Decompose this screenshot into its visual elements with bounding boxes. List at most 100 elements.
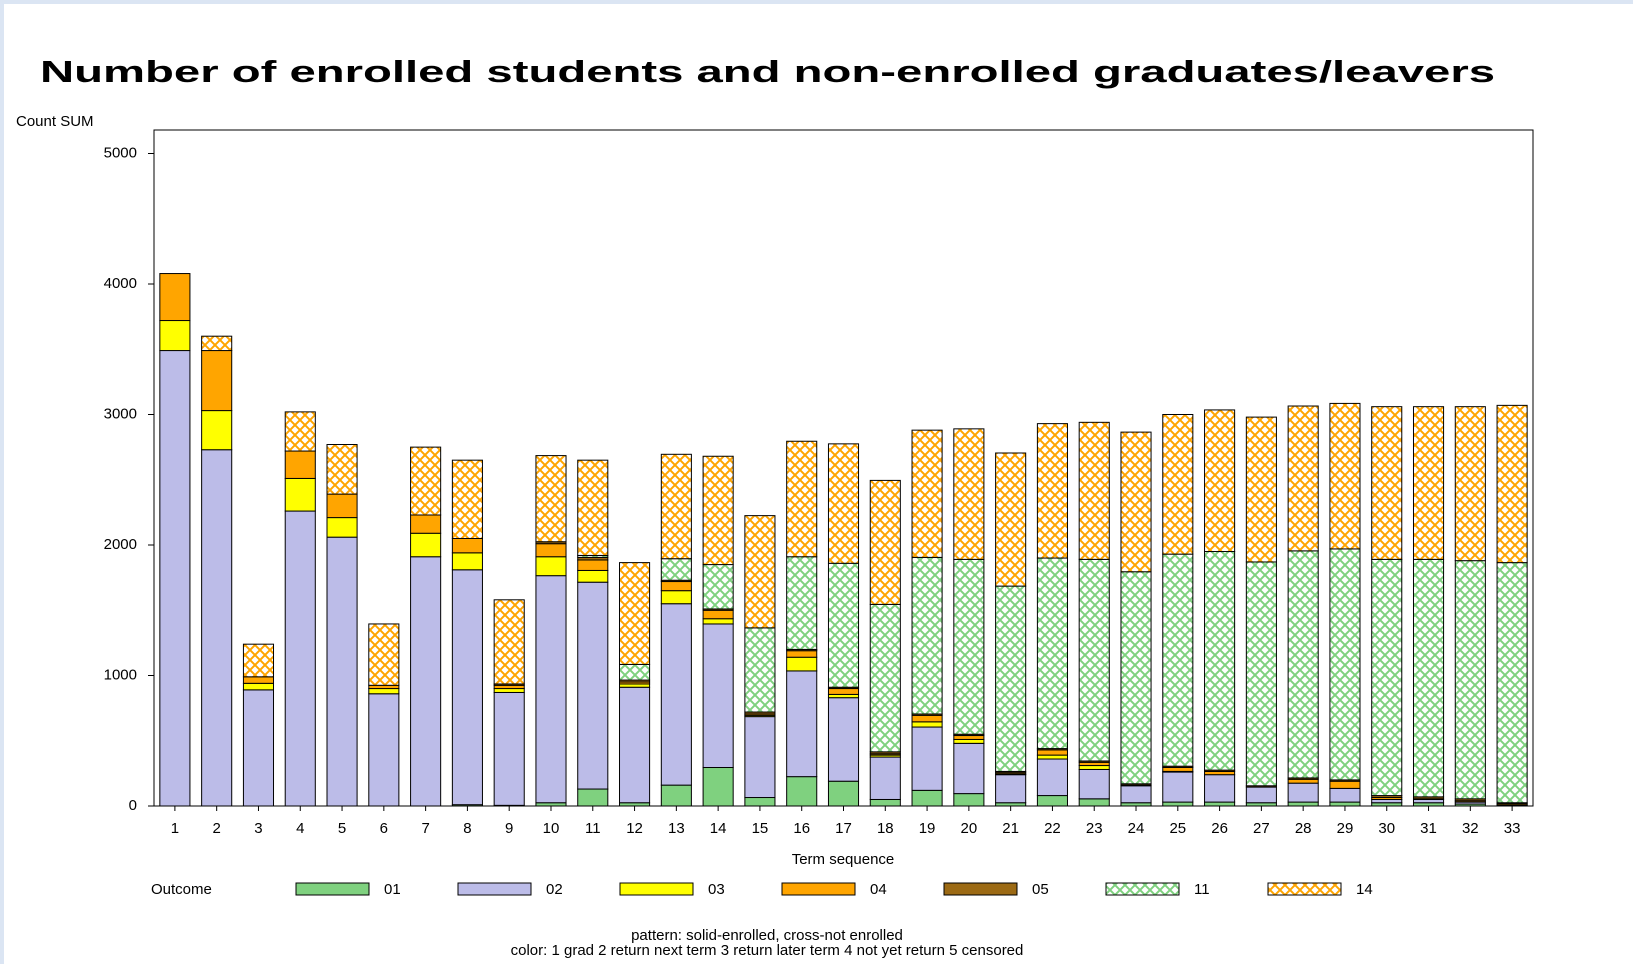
legend-label: 11 xyxy=(1194,881,1210,898)
bar-segment xyxy=(326,493,358,519)
bar-segment xyxy=(1078,768,1110,800)
bar-segment xyxy=(242,676,275,684)
bar-segment xyxy=(1162,767,1194,772)
bar-segment xyxy=(1204,774,1236,803)
legend-label: 05 xyxy=(1032,881,1049,898)
bar-segment xyxy=(911,429,943,558)
bar-segment xyxy=(827,780,860,807)
x-tick-label: 7 xyxy=(421,820,429,837)
x-axis-label: Term sequence xyxy=(792,851,895,868)
y-tick-label: 2000 xyxy=(104,536,137,553)
border-left xyxy=(0,0,4,964)
bar-segment xyxy=(326,444,358,495)
bar-segment xyxy=(535,556,567,577)
bar-segment xyxy=(326,536,358,807)
x-tick-label: 4 xyxy=(296,820,304,837)
border-top xyxy=(0,0,1633,4)
bar-segment xyxy=(1287,778,1319,784)
bar-segment xyxy=(159,320,191,352)
bar-segment xyxy=(201,410,233,451)
legend-label: 03 xyxy=(708,881,725,898)
x-tick-label: 10 xyxy=(543,820,560,837)
bar-segment xyxy=(827,562,860,688)
bar-segment xyxy=(1371,406,1403,560)
bar-segment xyxy=(702,609,734,620)
bar-segment xyxy=(1036,749,1068,756)
bar-segment xyxy=(1329,402,1361,550)
legend-swatch xyxy=(781,882,856,896)
bar-segment xyxy=(1162,413,1194,555)
bar-segment xyxy=(1036,795,1068,807)
bar-segment xyxy=(284,450,316,479)
bar-segment xyxy=(284,510,316,807)
bar-segment xyxy=(995,774,1027,804)
legend-label: 01 xyxy=(384,881,401,898)
y-tick-label: 1000 xyxy=(104,666,137,683)
bar-segment xyxy=(786,776,818,807)
bar-segment xyxy=(1245,416,1277,563)
bar-segment xyxy=(410,514,442,534)
bar-segment xyxy=(326,517,358,538)
x-tick-label: 12 xyxy=(626,820,643,837)
note: color: 1 grad 2 return next term 3 retur… xyxy=(511,942,1024,959)
bar-segment xyxy=(911,714,943,723)
bar-segment xyxy=(744,716,776,799)
bar-segment xyxy=(410,532,442,558)
bar-segment xyxy=(1245,561,1277,787)
legend-label: 14 xyxy=(1356,881,1373,898)
bar-segment xyxy=(702,618,734,625)
bar-segment xyxy=(242,682,275,691)
x-tick-label: 17 xyxy=(835,820,852,837)
bar-segment xyxy=(159,273,191,322)
x-tick-label: 6 xyxy=(380,820,388,837)
chart-title: Number of enrolled students and non-enro… xyxy=(40,54,1495,89)
x-tick-label: 18 xyxy=(877,820,894,837)
bar-segment xyxy=(1412,558,1445,798)
bar-segment xyxy=(493,599,525,685)
x-tick-label: 5 xyxy=(338,820,346,837)
bar-segment xyxy=(744,515,776,629)
bar-segment xyxy=(493,691,525,806)
y-tick-label: 4000 xyxy=(104,275,137,292)
x-tick-label: 3 xyxy=(254,820,262,837)
bar-segment xyxy=(242,689,275,807)
note: pattern: solid-enrolled, cross-not enrol… xyxy=(631,927,903,944)
bar-segment xyxy=(702,564,734,610)
bar-segment xyxy=(201,449,233,807)
bar-segment xyxy=(1162,801,1194,807)
x-tick-label: 20 xyxy=(961,820,978,837)
bar-segment xyxy=(1329,801,1361,807)
bar-segment xyxy=(201,350,233,412)
bar-segment xyxy=(1287,782,1319,803)
bar-segment xyxy=(451,569,483,806)
bar-segment xyxy=(201,335,233,352)
bar-segment xyxy=(953,738,985,744)
y-tick-label: 5000 xyxy=(104,144,137,161)
x-tick-label: 16 xyxy=(793,820,810,837)
bar-segment xyxy=(619,686,651,804)
x-tick-label: 21 xyxy=(1002,820,1019,837)
bar-segment xyxy=(869,756,901,800)
bar-segment xyxy=(827,443,860,564)
bar-segment xyxy=(660,784,692,807)
x-tick-label: 23 xyxy=(1086,820,1103,837)
bar-segment xyxy=(1036,557,1068,750)
bar-segment xyxy=(786,650,818,658)
bar-segment xyxy=(368,693,400,807)
bar-segment xyxy=(577,581,609,790)
bar-segment xyxy=(1454,406,1486,562)
bar-segment xyxy=(702,767,734,807)
bar-segment xyxy=(410,556,442,807)
bar-segment xyxy=(577,459,609,556)
x-tick-label: 8 xyxy=(463,820,471,837)
bar-segment xyxy=(451,552,483,571)
legend-swatch xyxy=(943,882,1018,896)
x-tick-label: 15 xyxy=(752,820,769,837)
bar-segment xyxy=(619,663,651,681)
bar-segment xyxy=(1078,765,1110,770)
bar-segment xyxy=(159,350,191,807)
bar-segment xyxy=(953,793,985,807)
bar-segment xyxy=(786,440,818,558)
x-tick-label: 31 xyxy=(1420,820,1437,837)
